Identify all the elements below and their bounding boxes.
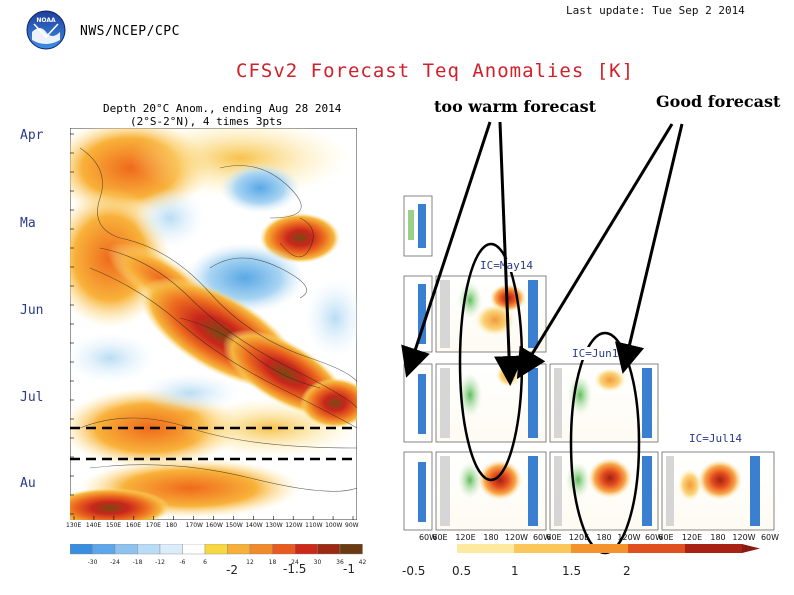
hov-cbar-tick: 6 <box>203 559 207 566</box>
ic-label-jul: IC=Jul14 <box>688 432 743 445</box>
teq-cbar-tick: -1.5 <box>283 562 307 576</box>
ic-lon-tick-label: 180 <box>710 533 725 542</box>
teq-cbar-box <box>514 544 571 553</box>
ic-lon-tick-label: 120E <box>455 533 475 542</box>
hov-xtick-label: 140W <box>245 522 263 529</box>
hovmoller-colorbar: -30 -24 -18 -12 -6 6 12 18 24 30 36 42 <box>70 544 367 566</box>
hov-xtick-label: 120W <box>285 522 303 529</box>
ic-lon-tick-label: 180 <box>483 533 498 542</box>
teq-cbar-tick: 1 <box>511 564 519 578</box>
hov-cbar-tick: -12 <box>155 559 165 566</box>
teq-colorbar <box>400 544 760 553</box>
hovmoller-y-ticks: 05APR201412APR201419APR201426APR201403MA… <box>70 133 74 515</box>
hov-xtick-label: 160W <box>205 522 223 529</box>
hov-xtick-label: 180 <box>165 522 178 529</box>
hov-xtick-label: 150W <box>225 522 243 529</box>
hovmoller-x-ticks <box>73 516 354 520</box>
month-label-jun: Jun <box>20 303 44 318</box>
hovmoller-title: Depth 20°C Anom., ending Aug 28 2014 <box>103 102 342 115</box>
ic-lon-tick-label: 120W <box>732 533 755 542</box>
ic-lon-tick-label: 60E <box>546 533 561 542</box>
agency-label: NWS/NCEP/CPC <box>80 24 180 39</box>
teq-cbar-box <box>400 544 457 553</box>
teq-cbar-box <box>628 544 685 553</box>
hov-cbar-box <box>339 544 363 555</box>
noaa-logo: NOAA <box>26 10 66 50</box>
teq-cbar-box <box>571 544 628 553</box>
hov-cbar-tick: 30 <box>314 559 322 566</box>
teq-cbar-tick: 1.5 <box>562 564 582 578</box>
arrow-good-1 <box>516 123 674 380</box>
hov-xtick-label: 100W <box>325 522 343 529</box>
ic-lon-tick-label: 60W <box>419 533 437 542</box>
ic-lon-tick-label: 60E <box>432 533 447 542</box>
hov-cbar-tick: -18 <box>133 559 143 566</box>
teq-cbar-tick: -1 <box>343 562 355 576</box>
ic-lon-tick-label: 60W <box>761 533 779 542</box>
month-label-may: Ma <box>20 216 36 231</box>
teq-cbar-arrow <box>742 544 760 553</box>
hov-xtick-label: 110W <box>305 522 323 529</box>
hov-cbar-tick: 24 <box>291 559 299 566</box>
hov-xtick-label: 130W <box>265 522 283 529</box>
hov-xtick-label: 130E <box>66 522 82 529</box>
hov-cbar-tick: -30 <box>88 559 98 566</box>
good-forecast-annotation: Good forecast <box>656 92 781 111</box>
ic-lon-tick-label: 120E <box>569 533 589 542</box>
hov-cbar-tick: 18 <box>269 559 277 566</box>
teq-cbar-tick: -2 <box>226 563 238 577</box>
hov-cbar-tick: 12 <box>246 559 254 566</box>
teq-cbar-box <box>685 544 742 553</box>
month-label-apr: Apr <box>20 128 44 143</box>
ic-lon-tick-label: 60W <box>533 533 551 542</box>
ic-lon-tick-label: 60W <box>645 533 663 542</box>
hov-xtick-label: 160E <box>125 522 142 529</box>
hov-xtick-label: 150E <box>105 522 122 529</box>
main-title: CFSv2 Forecast Teq Anomalies [K] <box>236 60 635 82</box>
teq-cbar-box <box>457 544 514 553</box>
hov-cbar-tick: -24 <box>110 559 120 566</box>
month-label-aug: Au <box>20 476 36 491</box>
noaa-logo-text: NOAA <box>36 17 56 24</box>
ic-lon-tick-label: 120E <box>682 533 702 542</box>
last-update-label: Last update: Tue Sep 2 2014 <box>566 4 745 17</box>
teq-cbar-tick: -0.5 <box>402 564 426 578</box>
hov-cbar-tick: 36 <box>336 559 344 566</box>
hov-xtick-label: 170E <box>145 522 161 529</box>
hov-cbar-tick: -6 <box>180 559 186 566</box>
month-label-jul: Jul <box>20 390 44 405</box>
hov-xtick-label: 140E <box>85 522 102 529</box>
ic-lon-tick-label: 180 <box>596 533 611 542</box>
teq-cbar-tick: 2 <box>623 564 631 578</box>
arrow-warm-1 <box>401 121 492 378</box>
ic-lon-tick-label: 120W <box>505 533 528 542</box>
hovmoller-plot: 05APR201412APR201419APR201426APR201403MA… <box>70 128 357 520</box>
ic-lon-tick-label: 120W <box>617 533 640 542</box>
ic-panel-row1 <box>403 195 433 257</box>
too-warm-annotation: too warm forecast <box>434 97 597 116</box>
hov-cbar-tick: 42 <box>359 559 367 566</box>
ic-label-jun: IC=Jun14 <box>571 347 626 360</box>
arrow-warm-2 <box>494 121 525 386</box>
hov-xtick-label: 170W <box>185 522 203 529</box>
hov-xtick-label: 90W <box>345 522 359 529</box>
hovmoller-subtitle: (2°S-2°N), 4 times 3pts <box>130 115 283 128</box>
ic-panel-row4 <box>403 451 775 531</box>
arrow-good-2 <box>614 123 684 374</box>
teq-cbar-tick: 0.5 <box>452 564 472 578</box>
ic-lon-tick-label: 60E <box>658 533 673 542</box>
